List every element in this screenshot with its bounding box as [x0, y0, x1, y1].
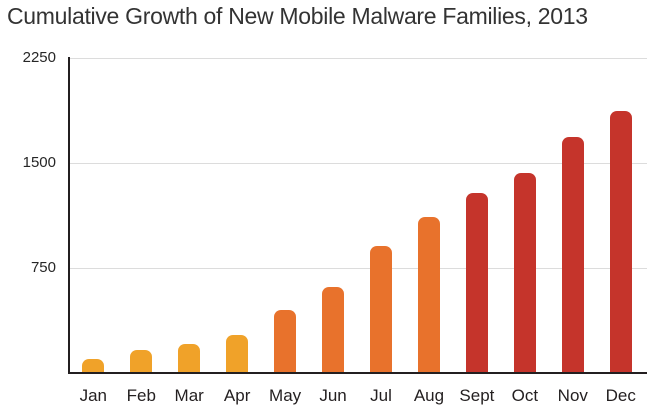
chart-title: Cumulative Growth of New Mobile Malware …	[7, 3, 588, 29]
bar-jun	[322, 286, 345, 373]
bar-oct	[513, 172, 536, 373]
bar-aug	[417, 216, 440, 373]
x-axis-line	[68, 372, 647, 374]
bar-jul	[370, 246, 392, 373]
y-tick-label-750: 750	[30, 259, 56, 276]
x-tick-label-jan: Jan	[79, 386, 108, 405]
x-tick-label-aug: Aug	[413, 386, 445, 405]
x-tick-label-feb: Feb	[126, 386, 156, 405]
bar-apr	[226, 335, 249, 373]
y-tick-label-2250: 2250	[22, 49, 56, 66]
x-tick-label-apr: Apr	[223, 386, 251, 405]
plot-area	[70, 58, 647, 373]
x-tick-label-jul: Jul	[370, 386, 392, 405]
x-tick-label-jun: Jun	[319, 386, 347, 405]
gridline-2250	[70, 58, 647, 59]
x-tick-label-sept: Sept	[459, 386, 495, 405]
gridline-1500	[70, 163, 647, 164]
x-tick-label-mar: Mar	[174, 386, 204, 405]
bar-mar	[178, 344, 201, 373]
bar-may	[274, 310, 297, 373]
gridline-750	[70, 268, 647, 269]
x-tick-label-nov: Nov	[557, 386, 588, 405]
x-tick-label-may: May	[269, 386, 302, 405]
x-tick-label-oct: Oct	[511, 386, 539, 405]
bar-nov	[561, 137, 584, 373]
x-tick-label-dec: Dec	[605, 386, 636, 405]
bar-jan	[82, 359, 105, 373]
bar-dec	[609, 110, 632, 373]
y-tick-label-1500: 1500	[22, 154, 56, 171]
x-axis-labels: Jan Feb Mar Apr May Jun Jul Aug Sept Oct Nov Dec	[70, 386, 647, 408]
bar-feb	[130, 349, 153, 373]
y-axis-line	[68, 57, 70, 374]
bar-sept	[465, 193, 488, 373]
